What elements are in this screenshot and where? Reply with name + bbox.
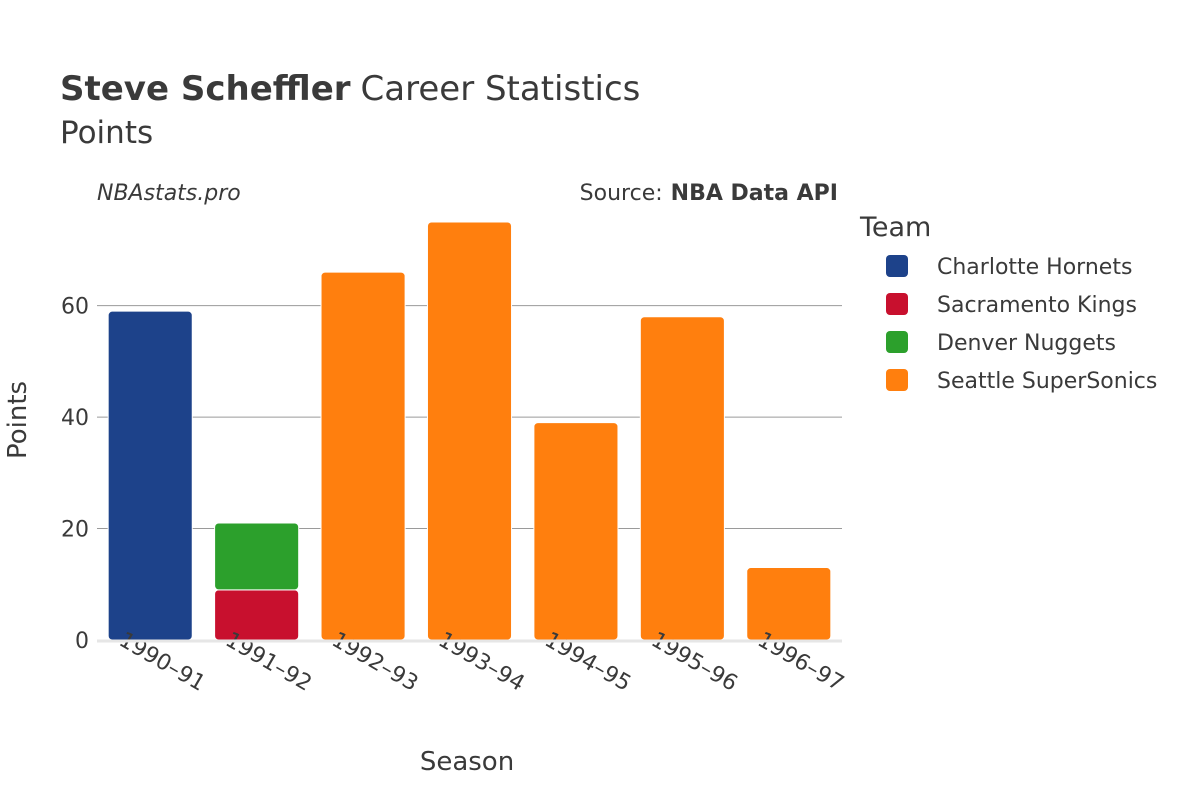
bars (107, 221, 832, 641)
bar-seattle-supersonics-1992–93 (320, 271, 406, 641)
site-credit: NBAstats.pro (97, 181, 241, 206)
legend: Charlotte Hornets Sacramento Kings Denver … (886, 255, 1157, 394)
title-suffix: Career Statistics (361, 69, 641, 109)
source-credit: Source: NBA Data API (580, 181, 838, 206)
legend-item-label: Sacramento Kings (937, 293, 1137, 318)
source-label: Source: (580, 181, 663, 206)
legend-title: Team (859, 212, 931, 243)
legend-swatch (886, 331, 908, 353)
legend-swatch (886, 293, 908, 315)
bar-seattle-supersonics-1993–94 (426, 221, 513, 641)
chart-subtitle: Points (60, 115, 153, 151)
legend-swatch (886, 255, 908, 277)
legend-swatch (886, 369, 908, 391)
player-name: Steve Scheffler (60, 69, 351, 109)
bar-seattle-supersonics-1994–95 (533, 422, 619, 641)
bar-seattle-supersonics-1995–96 (639, 316, 725, 641)
y-tick-label: 20 (61, 518, 89, 543)
chart-title: Steve Scheffler Career Statistics (60, 69, 640, 109)
bar-seattle-supersonics-1996–97 (746, 567, 832, 641)
y-tick-label: 40 (61, 406, 89, 431)
y-tick-label: 0 (75, 629, 89, 654)
legend-item-label: Denver Nuggets (937, 331, 1116, 356)
x-axis-title: Season (420, 747, 514, 777)
bar-charlotte-hornets-1990–91 (107, 310, 193, 641)
source-name: NBA Data API (671, 181, 838, 206)
bar-denver-nuggets-1991–92 (214, 522, 300, 591)
y-tick-label: 60 (61, 295, 89, 320)
bar-sacramento-kings-1991–92 (214, 589, 300, 641)
legend-item-label: Charlotte Hornets (937, 255, 1132, 280)
y-axis-title: Points (3, 381, 33, 459)
legend-item-label: Seattle SuperSonics (937, 369, 1157, 394)
